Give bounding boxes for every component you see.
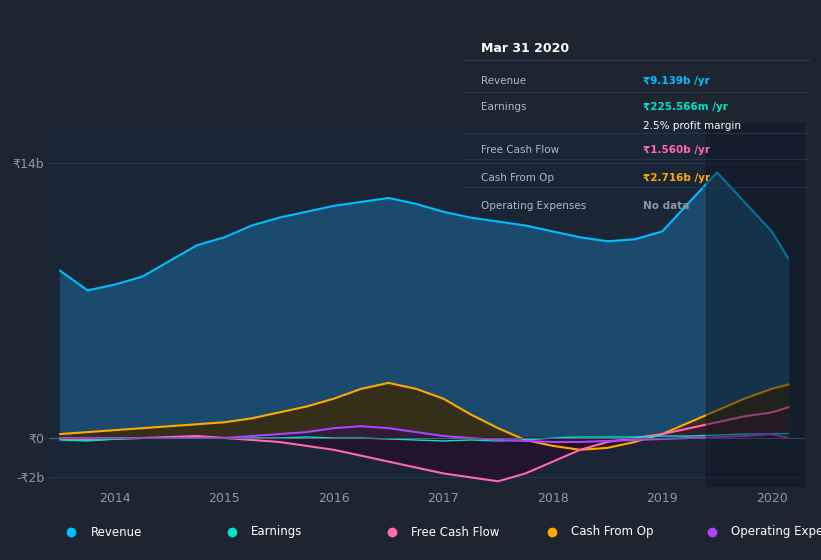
Text: ₹2.716b /yr: ₹2.716b /yr [643, 173, 710, 183]
Text: Revenue: Revenue [91, 525, 142, 539]
Text: ₹9.139b /yr: ₹9.139b /yr [643, 76, 710, 86]
Text: Earnings: Earnings [481, 101, 526, 111]
Text: Revenue: Revenue [481, 76, 526, 86]
Text: Operating Expenses: Operating Expenses [481, 201, 586, 211]
Text: No data: No data [643, 201, 690, 211]
Text: Cash From Op: Cash From Op [571, 525, 654, 539]
Text: Free Cash Flow: Free Cash Flow [481, 145, 559, 155]
Text: Cash From Op: Cash From Op [481, 173, 554, 183]
Text: ₹1.560b /yr: ₹1.560b /yr [643, 145, 710, 155]
Text: Mar 31 2020: Mar 31 2020 [481, 42, 569, 55]
Text: ₹225.566m /yr: ₹225.566m /yr [643, 101, 728, 111]
Text: Free Cash Flow: Free Cash Flow [411, 525, 499, 539]
Text: Earnings: Earnings [251, 525, 302, 539]
Text: 2.5% profit margin: 2.5% profit margin [643, 122, 741, 132]
Text: Operating Expenses: Operating Expenses [732, 525, 821, 539]
Bar [706, 123, 805, 487]
